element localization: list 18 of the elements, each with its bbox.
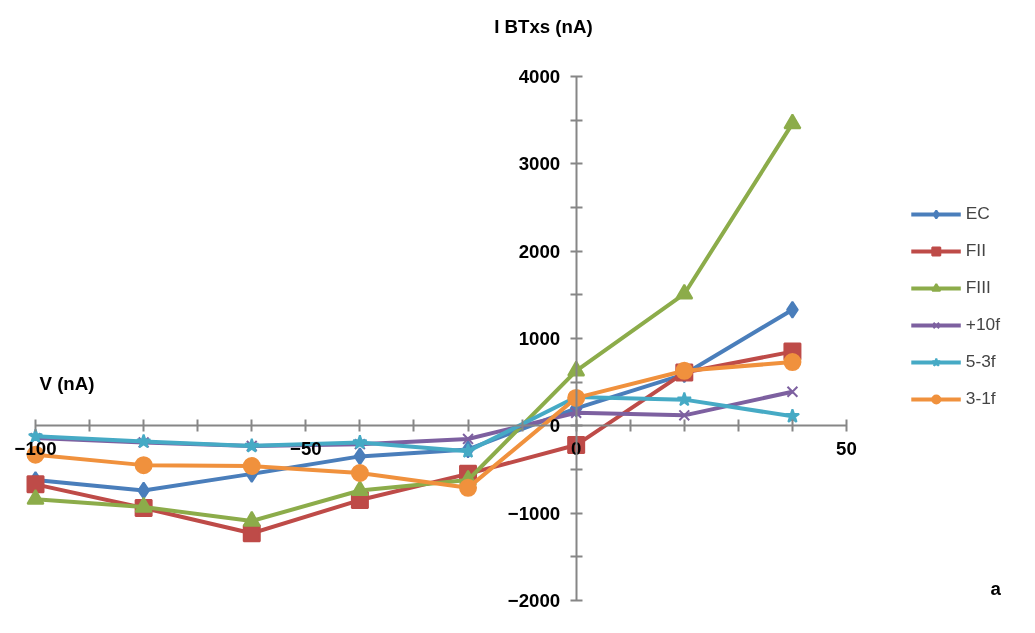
- y-tick-label: 1000: [518, 328, 561, 349]
- y-tick-label: −2000: [507, 590, 561, 611]
- y-tick-label: 2000: [518, 240, 561, 262]
- legend-label: EC: [965, 203, 990, 224]
- legend-label: FIII: [965, 277, 991, 298]
- y-axis-title: I BTxs (nA): [494, 15, 593, 37]
- x-tick-label: −100: [14, 437, 57, 459]
- y-tick-label: 0: [549, 415, 561, 437]
- legend-label: FII: [965, 240, 986, 261]
- x-tick-label: 50: [836, 437, 857, 459]
- legend-label: 5-3f: [965, 351, 996, 372]
- y-tick-label: 4000: [518, 66, 561, 87]
- legend-label: 3-1f: [965, 388, 996, 409]
- y-tick-label: −1000: [507, 502, 561, 524]
- legend-label: +10f: [965, 314, 1000, 335]
- y-tick-label: 3000: [518, 153, 561, 175]
- text: a: [990, 577, 1002, 599]
- x-axis-title: V (nA): [39, 372, 95, 394]
